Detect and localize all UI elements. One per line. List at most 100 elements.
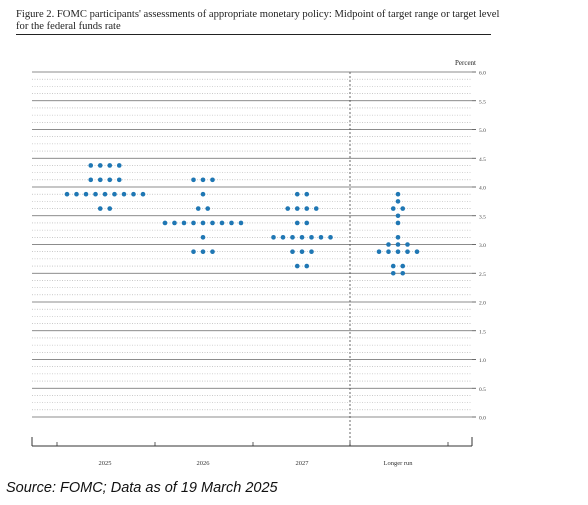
dot-projection xyxy=(414,249,420,254)
axis-layer: 0.0 0.5 1.0 1.5 2.0 2.5 3.0 3.5 4.0 4.5 5.0 5.5 6.0 2… xyxy=(31,71,486,467)
dot-projection xyxy=(205,206,211,211)
dot-projection xyxy=(121,191,127,197)
dot-projection xyxy=(390,206,396,211)
dot-projection xyxy=(200,249,206,254)
dot-projection xyxy=(390,263,396,269)
dot-projection xyxy=(299,249,305,254)
dot-projection xyxy=(395,213,401,219)
y-tick-label: 3.5 xyxy=(479,214,486,220)
dot-projection xyxy=(97,163,103,168)
dot-projection xyxy=(88,177,94,183)
dot-projection xyxy=(93,191,98,197)
dot-projection xyxy=(131,191,136,197)
dot-projection xyxy=(74,191,79,197)
dot-projection xyxy=(97,177,103,183)
dot-projection xyxy=(395,235,401,240)
y-tick-label: 5.5 xyxy=(479,99,486,105)
y-axis-label: Percent xyxy=(455,59,476,67)
y-tick-label: 2.5 xyxy=(479,272,486,278)
dot-projection xyxy=(318,235,324,240)
dot-projection xyxy=(191,220,196,226)
dot-projection xyxy=(112,191,117,197)
dot-projection xyxy=(64,191,70,197)
y-tick-label: 5.0 xyxy=(479,128,486,134)
dot-projection xyxy=(304,191,310,197)
figure-title: Figure 2. FOMC participants' assessments… xyxy=(16,9,500,32)
dot-projection xyxy=(304,220,310,226)
dot-projection xyxy=(386,249,391,254)
dot-projection xyxy=(162,220,168,226)
dot-projection xyxy=(386,242,391,247)
dot-layer xyxy=(64,163,420,276)
dot-projection xyxy=(309,235,314,240)
y-tick-label: 1.0 xyxy=(479,358,486,364)
dot-projection xyxy=(294,206,300,211)
dot-projection xyxy=(294,263,300,269)
x-tick-label: 2027 xyxy=(296,460,310,467)
source-note: Source: FOMC; Data as of 19 March 2025 xyxy=(6,480,278,496)
dot-projection xyxy=(107,206,113,211)
dot-projection xyxy=(107,177,113,183)
dot-projection xyxy=(191,177,196,183)
dot-projection xyxy=(102,191,108,197)
x-tick-label: 2025 xyxy=(99,460,112,467)
y-tick-label: 6.0 xyxy=(479,71,486,77)
dot-projection xyxy=(97,206,103,211)
dot-projection xyxy=(400,270,406,276)
dot-projection xyxy=(219,220,225,226)
dot-projection xyxy=(200,235,206,240)
dot-projection xyxy=(395,191,401,197)
dot-projection xyxy=(238,220,244,226)
dot-projection xyxy=(107,163,113,168)
dot-projection xyxy=(395,199,401,204)
dot-projection xyxy=(313,206,319,211)
x-tick-label: Longer run xyxy=(383,460,413,467)
dot-projection xyxy=(116,177,122,183)
dot-projection xyxy=(200,220,206,226)
dot-projection xyxy=(400,206,406,211)
dot-projection xyxy=(294,220,300,226)
y-tick-label: 0.5 xyxy=(479,387,486,393)
dot-projection xyxy=(304,206,310,211)
dot-projection xyxy=(290,235,295,240)
dot-projection xyxy=(116,163,122,168)
dot-projection xyxy=(328,235,333,240)
dot-projection xyxy=(309,249,314,254)
dot-projection xyxy=(395,249,401,254)
dot-projection xyxy=(304,263,310,269)
dot-projection xyxy=(83,191,89,197)
y-tick-label: 3.0 xyxy=(479,243,486,249)
dot-projection xyxy=(181,220,187,226)
y-tick-label: 0.0 xyxy=(479,416,486,422)
dot-projection xyxy=(191,249,196,254)
dot-projection xyxy=(200,177,206,183)
x-tick-label: 2026 xyxy=(197,460,211,467)
title-rule xyxy=(16,34,491,35)
dot-projection xyxy=(405,249,410,254)
grid-layer xyxy=(32,71,476,418)
dot-projection xyxy=(390,270,396,276)
y-tick-label: 1.5 xyxy=(479,329,486,335)
dot-projection xyxy=(271,235,276,240)
dot-projection xyxy=(210,220,215,226)
dot-projection xyxy=(229,220,234,226)
dot-projection xyxy=(285,206,291,211)
dot-projection xyxy=(172,220,177,226)
dot-projection xyxy=(294,191,300,197)
dot-projection xyxy=(195,206,201,211)
y-tick-label: 2.0 xyxy=(479,301,486,307)
dot-projection xyxy=(200,191,206,197)
dot-projection xyxy=(376,249,382,254)
y-tick-label: 4.0 xyxy=(479,186,486,192)
dot-projection xyxy=(400,263,406,269)
dot-projection xyxy=(210,249,215,254)
dot-projection xyxy=(88,163,94,168)
dot-projection xyxy=(405,242,410,247)
dot-projection xyxy=(395,220,401,226)
dot-projection xyxy=(140,191,146,197)
dot-projection xyxy=(395,242,401,247)
dot-projection xyxy=(299,235,305,240)
y-tick-label: 4.5 xyxy=(479,157,486,163)
